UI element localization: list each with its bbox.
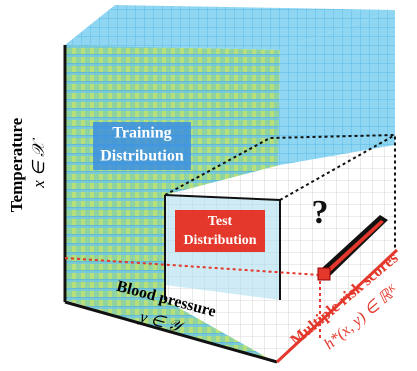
- diagram: Training Distribution Test Distribution …: [0, 0, 417, 371]
- vertical-label: Temperature: [7, 117, 26, 212]
- training-label: Training: [112, 125, 171, 142]
- training-label: Distribution: [100, 148, 184, 165]
- unknown-mark: ?: [312, 194, 329, 231]
- test-label: Distribution: [183, 233, 256, 248]
- vertical-symbol: x ∈ 𝒳: [29, 137, 48, 189]
- risk-point: [318, 268, 330, 280]
- test-label: Test: [208, 214, 233, 229]
